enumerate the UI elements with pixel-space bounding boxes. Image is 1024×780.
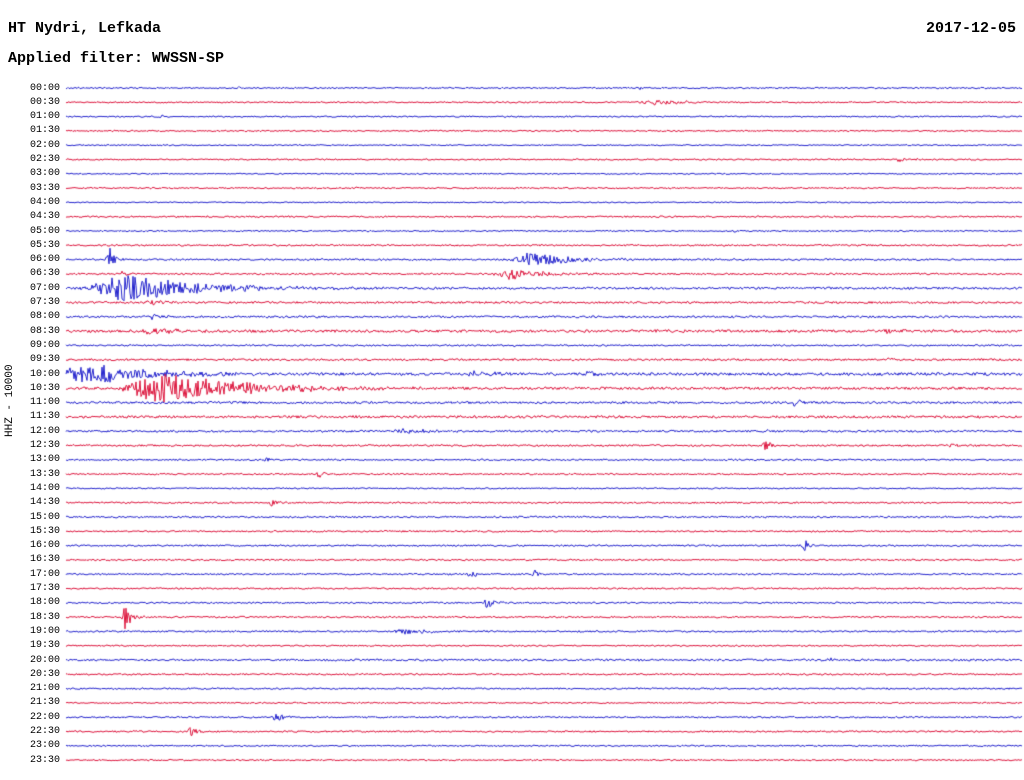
time-label: 01:00 [29,111,60,123]
time-label: 16:00 [29,540,60,552]
time-label: 13:00 [29,454,60,466]
time-label: 00:30 [29,96,60,108]
time-label: 22:00 [29,711,60,723]
time-label: 17:00 [29,568,60,580]
time-label: 03:30 [29,182,60,194]
time-label: 16:30 [29,554,60,566]
time-label: 14:30 [29,497,60,509]
time-label: 10:00 [29,368,60,380]
time-label: 10:30 [29,382,60,394]
time-label: 20:30 [29,668,60,680]
time-label: 05:30 [29,239,60,251]
time-label: 23:00 [29,740,60,752]
time-label: 11:30 [29,411,60,423]
time-label: 18:00 [29,597,60,609]
time-label: 21:00 [29,683,60,695]
time-label: 06:00 [29,254,60,266]
time-label: 05:00 [29,225,60,237]
time-label: 03:00 [29,168,60,180]
time-label: 12:00 [29,425,60,437]
time-label: 09:00 [29,339,60,351]
time-label: 06:30 [29,268,60,280]
time-label: 07:00 [29,282,60,294]
time-label: 15:00 [29,511,60,523]
time-label: 02:30 [29,154,60,165]
time-label: 04:30 [29,211,60,223]
time-label: 20:00 [29,654,60,666]
time-label: 09:30 [29,354,60,366]
time-label: 22:30 [29,726,60,737]
time-label: 07:30 [29,297,60,308]
time-label: 01:30 [29,125,60,137]
time-label: 00:00 [29,82,60,94]
time-label: 23:30 [29,754,60,766]
time-label: 04:00 [29,196,60,208]
time-label: 13:30 [29,468,60,480]
time-label: 21:30 [29,697,60,709]
time-label: 02:00 [29,139,60,151]
time-label: 17:30 [29,583,60,594]
time-label: 14:00 [29,482,60,494]
time-label: 08:30 [29,325,60,337]
time-label: 18:30 [29,611,60,623]
time-label: 08:00 [29,311,60,323]
time-label: 12:30 [29,440,60,451]
time-label: 11:00 [29,397,60,409]
time-label: 19:30 [29,640,60,652]
time-label: 15:30 [29,525,60,537]
time-label: 19:00 [29,625,60,637]
